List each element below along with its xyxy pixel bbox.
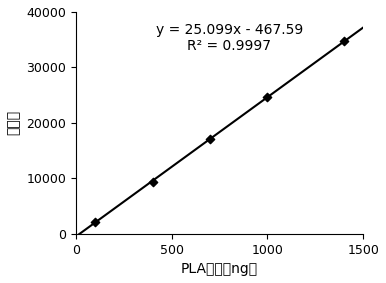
Point <box>149 179 156 184</box>
X-axis label: PLA含量（ng）: PLA含量（ng） <box>181 262 258 276</box>
Point <box>207 137 213 141</box>
Text: y = 25.099x - 467.59
R² = 0.9997: y = 25.099x - 467.59 R² = 0.9997 <box>156 23 303 53</box>
Point <box>264 95 271 99</box>
Y-axis label: 峰面积: 峰面积 <box>7 110 21 136</box>
Point <box>92 220 98 225</box>
Point <box>341 39 347 44</box>
